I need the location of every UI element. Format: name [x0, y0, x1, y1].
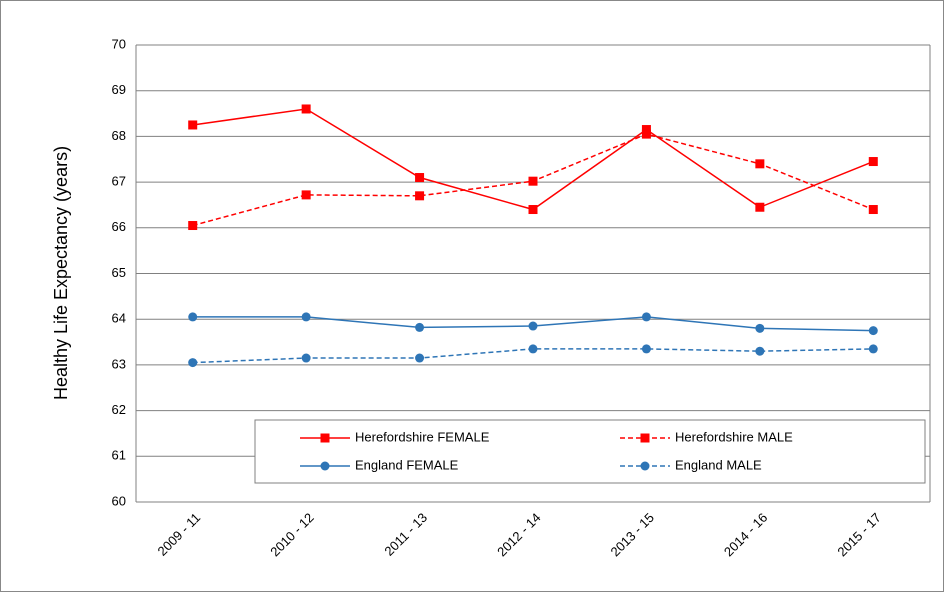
legend-marker — [640, 433, 650, 443]
marker — [868, 326, 878, 336]
marker — [755, 202, 765, 212]
marker — [641, 344, 651, 354]
marker — [641, 125, 651, 135]
marker — [301, 104, 311, 114]
legend-label: England MALE — [675, 457, 762, 472]
legend-label: Herefordshire MALE — [675, 429, 793, 444]
y-tick-label: 67 — [112, 174, 126, 189]
y-tick-label: 69 — [112, 82, 126, 97]
marker — [528, 344, 538, 354]
marker — [415, 191, 425, 201]
legend-label: England FEMALE — [355, 457, 459, 472]
marker — [301, 312, 311, 322]
y-tick-label: 60 — [112, 493, 126, 508]
marker — [301, 190, 311, 200]
marker — [755, 346, 765, 356]
legend-marker — [320, 461, 330, 471]
marker — [755, 159, 765, 169]
marker — [641, 312, 651, 322]
y-tick-label: 63 — [112, 356, 126, 371]
marker — [415, 353, 425, 363]
marker — [528, 321, 538, 331]
marker — [868, 344, 878, 354]
marker — [188, 221, 198, 231]
y-tick-label: 66 — [112, 219, 126, 234]
y-tick-label: 62 — [112, 402, 126, 417]
marker — [301, 353, 311, 363]
marker — [415, 173, 425, 183]
marker — [641, 129, 651, 139]
y-tick-label: 68 — [112, 128, 126, 143]
marker — [188, 358, 198, 368]
marker — [528, 205, 538, 215]
marker — [868, 205, 878, 215]
y-tick-label: 65 — [112, 265, 126, 280]
marker — [528, 176, 538, 186]
marker — [188, 120, 198, 130]
marker — [755, 323, 765, 333]
legend-marker — [320, 433, 330, 443]
marker — [415, 322, 425, 332]
legend-label: Herefordshire FEMALE — [355, 429, 490, 444]
y-axis-label: Healthy Life Expectancy (years) — [51, 146, 71, 400]
legend-box — [254, 419, 926, 484]
marker — [188, 312, 198, 322]
y-tick-label: 70 — [112, 36, 126, 51]
marker — [868, 157, 878, 167]
legend-marker — [640, 461, 650, 471]
y-tick-label: 64 — [112, 311, 126, 326]
y-tick-label: 61 — [112, 448, 126, 463]
